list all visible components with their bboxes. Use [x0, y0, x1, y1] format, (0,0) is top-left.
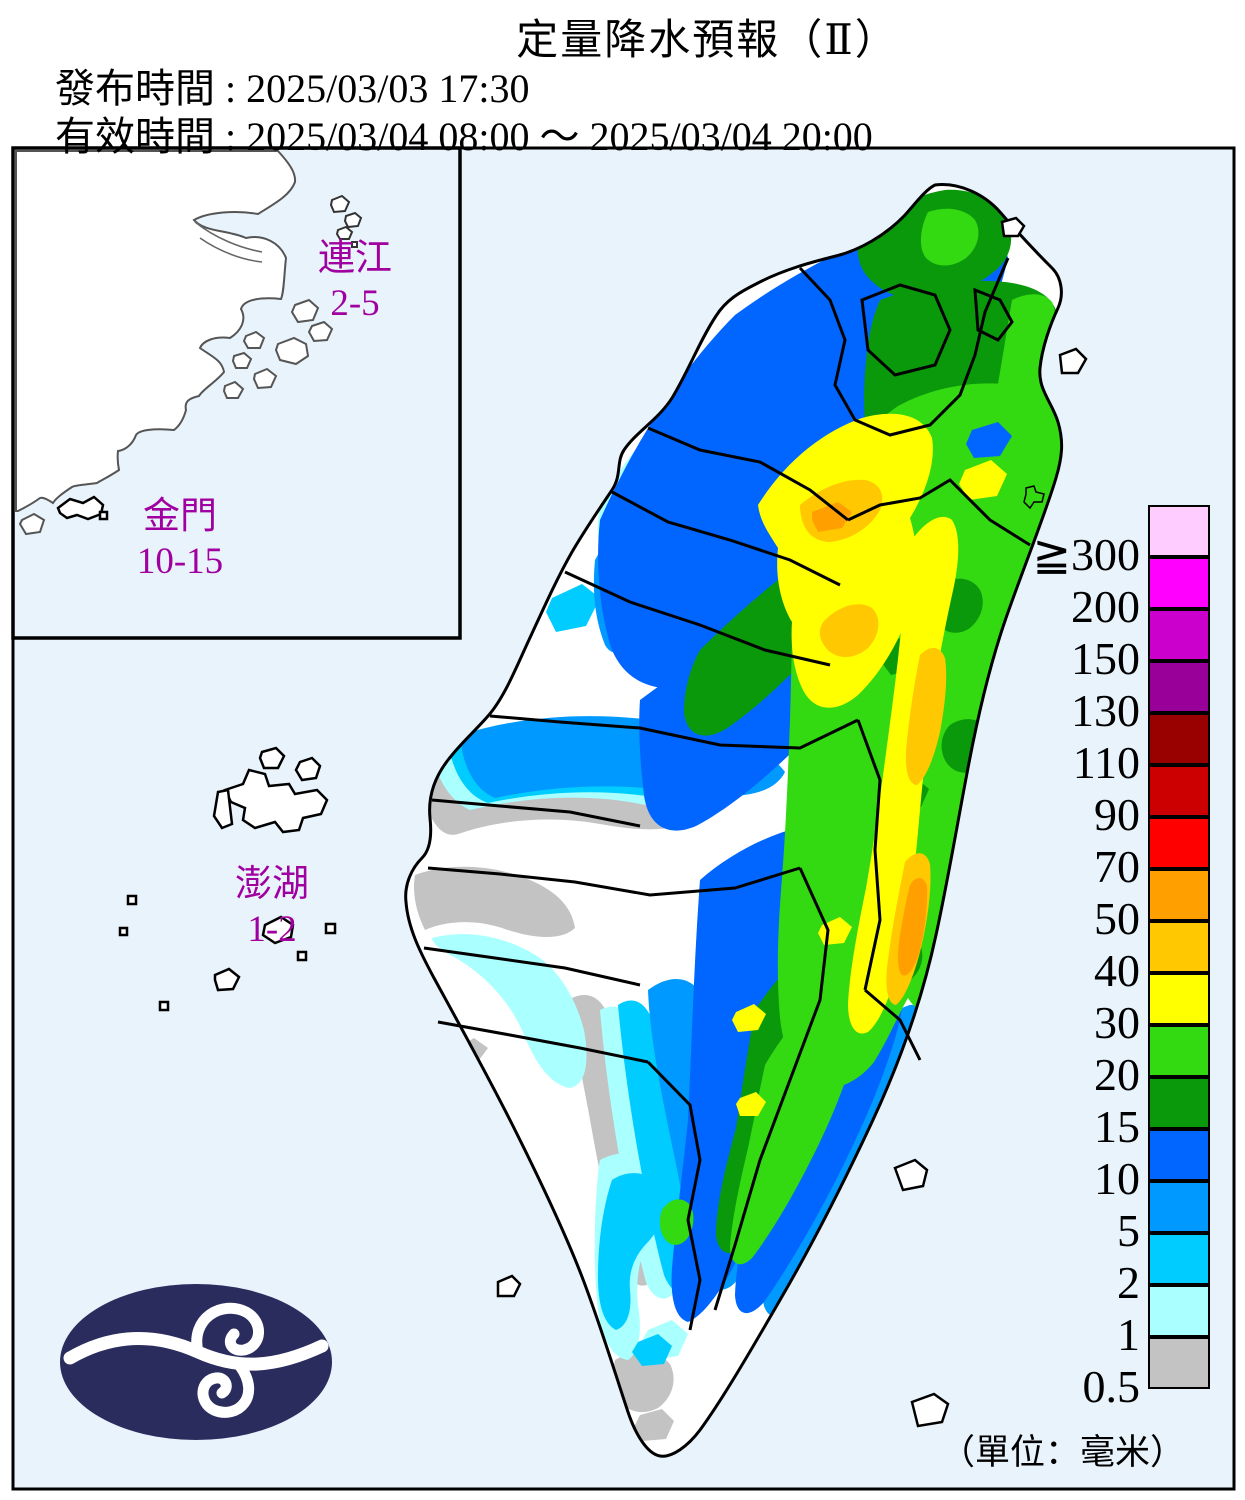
green-rain-islet [1023, 485, 1045, 510]
lianjiang-range: 2-5 [330, 283, 380, 324]
lianjiang-name: 連江 [318, 238, 392, 279]
liuqiu-islet [496, 1274, 522, 1298]
kinmen-range: 10-15 [136, 541, 224, 582]
taiwan-island [404, 183, 1064, 1458]
issued-separator: : [215, 66, 247, 111]
valid-time-line: 有效時間 : 2025/03/04 08:00 ～ 2025/03/04 20:… [55, 104, 873, 162]
page-title: 定量降水預報（Ⅱ） [516, 18, 899, 64]
cwa-logo [60, 1284, 332, 1440]
gueishan-islet [1058, 347, 1088, 375]
contour-level-30 [732, 413, 1007, 1116]
issued-value: 2025/03/03 17:30 [246, 66, 530, 111]
blue-patch-yilan [966, 422, 1012, 458]
taiwan-coastline [404, 183, 1064, 1458]
county-boundaries [423, 257, 1031, 1331]
lower-curl [197, 1360, 255, 1418]
valid-label: 有效時間 [55, 114, 215, 159]
orchid-island [910, 1392, 950, 1428]
penghu-name: 澎湖 [235, 864, 309, 905]
kinmen-island [56, 495, 109, 521]
contour-level-50 [812, 502, 928, 976]
upper-curl [191, 1302, 264, 1358]
keelung-islet [1000, 216, 1026, 238]
kinmen-name: 金門 [143, 496, 217, 537]
valid-separator: : [215, 114, 247, 159]
issued-label: 發布時間 [55, 66, 215, 111]
kinmen-forecast-label: 金門 10-15 [112, 494, 248, 584]
inset-border [11, 146, 462, 640]
matsu-islands [329, 194, 363, 248]
penghu-islands [118, 746, 337, 1012]
river-lines [194, 221, 263, 263]
penghu-forecast-label: 澎湖 1-2 [212, 862, 332, 952]
penghu-range: 1-2 [247, 909, 297, 950]
coastal-islets [18, 298, 334, 536]
lianjiang-forecast-label: 連江 2-5 [300, 236, 410, 326]
issued-time-line: 發布時間 : 2025/03/03 17:30 [55, 56, 529, 114]
offshore-islets [496, 216, 1088, 1428]
valid-value: 2025/03/04 08:00 ～ 2025/03/04 20:00 [246, 114, 873, 159]
green-island [893, 1158, 929, 1192]
inset-map-china-coast [11, 146, 462, 640]
